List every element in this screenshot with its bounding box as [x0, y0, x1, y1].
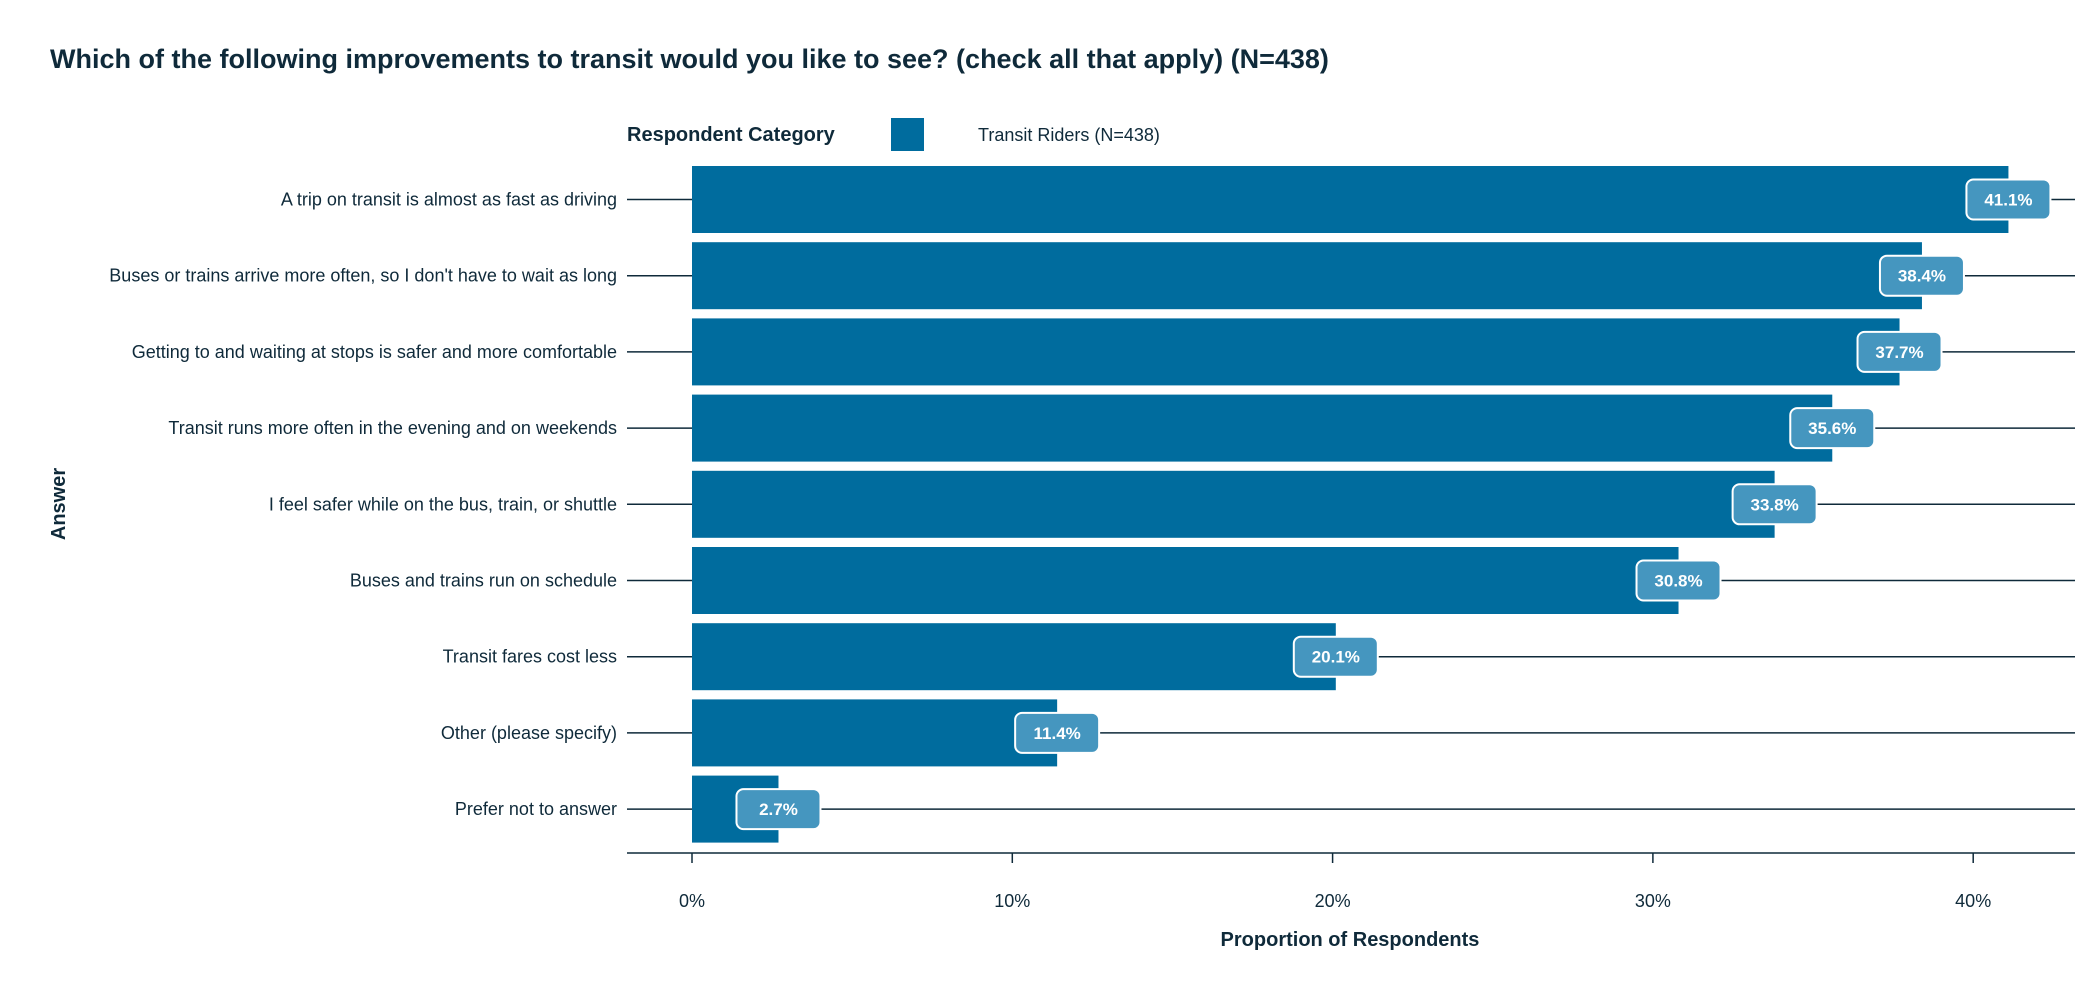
data-label: 33.8% [1751, 495, 1799, 514]
category-label: Other (please specify) [441, 723, 617, 743]
bar [692, 166, 2009, 233]
data-labels: 41.1% 38.4% 37.7% 35.6% 33.8% 30.8% 20.1% 11.4%… [735, 178, 2052, 831]
data-label: 20.1% [1312, 648, 1360, 667]
x-tick-label: 30% [1635, 891, 1671, 911]
data-label: 37.7% [1875, 343, 1923, 362]
bar [692, 547, 1679, 614]
data-label: 38.4% [1898, 267, 1946, 286]
data-label: 35.6% [1808, 419, 1856, 438]
category-labels: A trip on transit is almost as fast as d… [109, 190, 617, 820]
category-label: Transit runs more often in the evening a… [168, 418, 617, 438]
bar [692, 394, 1833, 462]
category-label: I feel safer while on the bus, train, or… [269, 494, 617, 514]
legend-entry: Transit Riders (N=438) [978, 125, 1160, 145]
data-label: 11.4% [1034, 724, 1081, 743]
data-label-box [1731, 483, 1818, 526]
data-label-box [1014, 711, 1101, 754]
chart-title: Which of the following improvements to t… [50, 44, 1329, 74]
data-label-box [1789, 407, 1876, 450]
x-axis: 0% 10% 20% 30% 40% [627, 852, 2075, 911]
legend-swatch [891, 118, 924, 151]
x-tick-label: 20% [1315, 891, 1351, 911]
category-label: Buses or trains arrive more often, so I … [109, 266, 617, 286]
category-label: Buses and trains run on schedule [350, 571, 617, 591]
data-label-box [1965, 178, 2052, 221]
bars [692, 166, 2009, 843]
legend-title: Respondent Category [627, 124, 836, 146]
data-label-box [1856, 330, 1943, 373]
category-label: Getting to and waiting at stops is safer… [132, 342, 617, 362]
category-label: Prefer not to answer [455, 799, 617, 819]
bar [692, 318, 1900, 386]
category-label: Transit fares cost less [443, 647, 617, 667]
data-label-box [735, 788, 822, 831]
bar [692, 242, 1922, 310]
x-axis-title: Proportion of Respondents [1221, 929, 1480, 951]
data-label: 41.1% [1984, 191, 2032, 210]
legend: Respondent Category Transit Riders (N=43… [627, 118, 1160, 151]
data-label-box [1878, 254, 1965, 297]
bar [692, 699, 1058, 767]
bar [692, 623, 1336, 691]
x-tick-label: 0% [679, 891, 705, 911]
data-label-box [1292, 635, 1379, 678]
y-axis-title: Answer [48, 468, 70, 540]
bar [692, 470, 1775, 538]
data-label: 2.7% [759, 800, 798, 819]
data-label: 30.8% [1654, 572, 1702, 591]
data-label-box [1635, 559, 1722, 602]
x-tick-label: 10% [994, 891, 1030, 911]
category-label: A trip on transit is almost as fast as d… [281, 190, 617, 210]
x-tick-label: 40% [1955, 891, 1991, 911]
